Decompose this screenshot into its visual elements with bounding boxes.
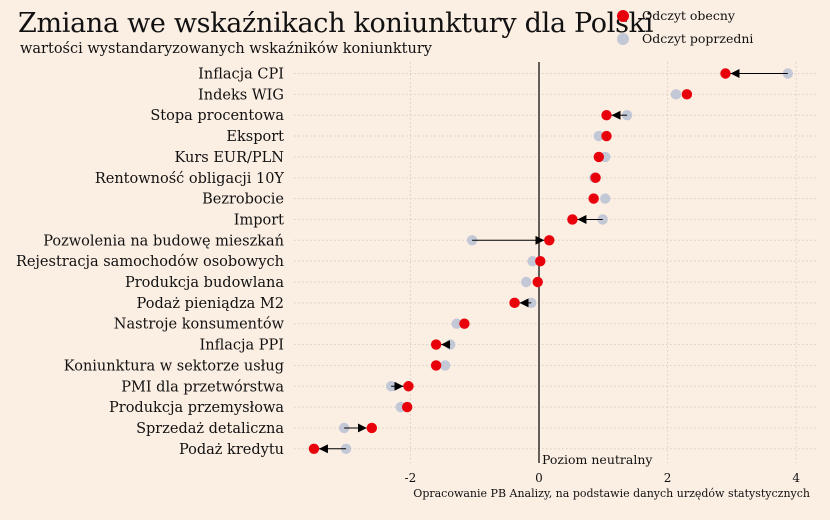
point-current	[509, 297, 520, 309]
category-label: Nastroje konsumentów	[114, 317, 285, 333]
point-current	[590, 172, 601, 183]
point-current	[532, 276, 543, 288]
category-label: Indeks WIG	[198, 87, 284, 103]
point-current	[681, 89, 693, 100]
category-label: Rejestracja samochodów osobowych	[16, 254, 284, 270]
chart-title: Zmiana we wskaźnikach koniunktury dla Po…	[18, 8, 654, 39]
point-current	[588, 193, 599, 204]
point-previous	[670, 89, 682, 100]
category-label: Sprzedaż detaliczna	[136, 421, 284, 437]
legend: Odczyt obecny Odczyt poprzedni	[617, 4, 753, 50]
point-current	[720, 68, 731, 79]
chart-subtitle: wartości wystandaryzowanych wskaźników k…	[20, 41, 432, 57]
point-current	[401, 401, 413, 413]
legend-marker-previous	[617, 32, 629, 45]
x-tick-label: 2	[664, 471, 672, 485]
point-current	[308, 443, 320, 454]
category-label: Podaż kredytu	[179, 442, 284, 458]
point-current	[430, 339, 442, 350]
legend-item-current: Odczyt obecny	[617, 4, 753, 27]
point-current	[567, 214, 578, 225]
point-previous	[600, 193, 611, 204]
category-label: Produkcja budowlana	[125, 275, 284, 291]
category-label: Podaż pieniądza M2	[137, 296, 284, 312]
neutral-level-annotation: Poziom neutralny	[542, 452, 653, 467]
point-current	[430, 360, 442, 371]
category-label: Inflacja CPI	[198, 67, 284, 83]
category-label: Bezrobocie	[202, 192, 284, 208]
point-previous	[520, 276, 532, 288]
category-label: Koniunktura w sektorze usług	[64, 358, 284, 374]
point-previous	[593, 130, 604, 142]
category-label: Inflacja PPI	[200, 338, 285, 354]
category-label: Stopa procentowa	[150, 108, 284, 124]
point-previous	[527, 255, 538, 267]
x-tick-label: 0	[535, 471, 543, 485]
point-current	[366, 422, 378, 434]
legend-item-previous: Odczyt poprzedni	[617, 27, 753, 50]
category-label: Pozwolenia na budowę mieszkań	[43, 233, 284, 249]
legend-label-current: Odczyt obecny	[642, 8, 735, 23]
legend-marker-current	[617, 9, 629, 22]
point-current	[544, 235, 555, 246]
point-current	[535, 255, 546, 267]
category-label: Rentowność obligacji 10Y	[95, 171, 285, 187]
point-current	[601, 130, 612, 142]
x-tick-label: -2	[405, 471, 417, 485]
category-label: Produkcja przemysłowa	[109, 400, 284, 416]
point-current	[403, 381, 414, 392]
category-label: PMI dla przetwórstwa	[121, 379, 284, 395]
category-label: Eksport	[226, 129, 284, 145]
x-tick-label: 4	[792, 471, 800, 485]
legend-label-previous: Odczyt poprzedni	[642, 31, 754, 46]
point-current	[601, 110, 612, 121]
category-label: Kurs EUR/PLN	[174, 150, 284, 166]
point-current	[593, 151, 604, 163]
point-previous	[338, 422, 350, 434]
point-current	[459, 318, 470, 329]
source-note: Opracowanie PB Analizy, na podstawie dan…	[413, 487, 810, 500]
category-label: Import	[234, 212, 284, 228]
point-previous	[439, 360, 451, 371]
point-previous	[451, 318, 462, 329]
